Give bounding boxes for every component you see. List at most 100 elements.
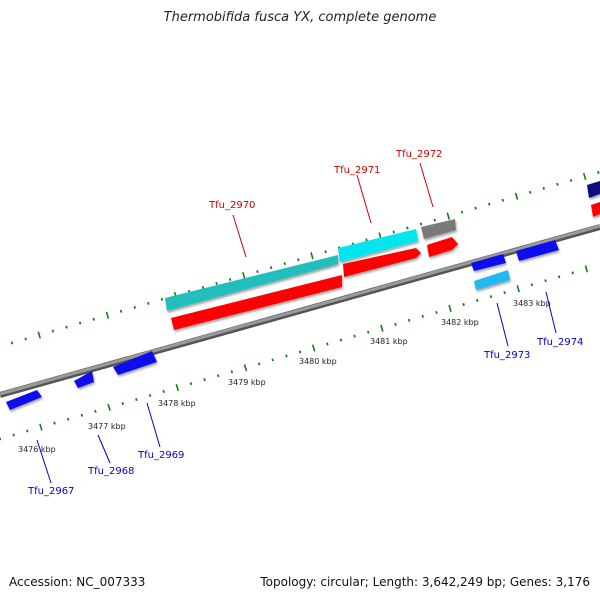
- gene-label-tfu-2971[interactable]: Tfu_2971: [333, 165, 380, 176]
- ruler-minor-tick: [460, 210, 464, 214]
- ruler-major-tick: [446, 212, 451, 220]
- ruler-minor-tick: [24, 337, 27, 341]
- gene-tfu-2969[interactable]: [113, 351, 157, 375]
- ruler-minor-tick: [53, 421, 56, 425]
- ruler-major-tick: [107, 403, 111, 411]
- genome-backbone: [0, 224, 600, 398]
- gene-tfu-2970-cds[interactable]: [171, 275, 342, 330]
- ruler-minor-tick: [530, 283, 534, 287]
- gene-tfu-2967[interactable]: [6, 390, 42, 410]
- ruler-upper: [10, 170, 600, 345]
- connector-tfu-2974: [545, 291, 557, 334]
- ruler-minor-tick: [474, 206, 477, 210]
- connector-tfu-2970: [232, 214, 247, 258]
- gene-tfu-2968[interactable]: [74, 371, 94, 388]
- ruler-minor-tick: [433, 218, 436, 222]
- connector-tfu-2968: [97, 434, 111, 464]
- gene-label-tfu-2970[interactable]: Tfu_2970: [208, 200, 255, 211]
- ruler-minor-tick: [228, 278, 232, 282]
- connector-tfu-2972: [419, 162, 434, 208]
- scale-label-3476: 3476 kbp: [18, 445, 56, 454]
- ruler-major-tick: [514, 192, 519, 200]
- ruler-minor-tick: [147, 301, 150, 305]
- ruler-major-tick: [243, 364, 248, 372]
- ruler-minor-tick: [271, 358, 274, 362]
- ruler-minor-tick: [78, 321, 82, 325]
- gene-offscreen-right-1[interactable]: [587, 181, 600, 198]
- ruler-minor-tick: [189, 382, 193, 386]
- gene-tfu-2972-cds[interactable]: [427, 237, 458, 257]
- gene-tfu-2970[interactable]: [165, 255, 338, 311]
- ruler-minor-tick: [160, 297, 164, 301]
- connector-tfu-2967: [36, 439, 52, 484]
- ruler-minor-tick: [542, 186, 545, 190]
- ruler-minor-tick: [26, 429, 29, 433]
- labels-layer: Tfu_2970 Tfu_2971 Tfu_2972 Tfu_2967 Tfu_…: [18, 149, 583, 497]
- genes-layer: [6, 181, 600, 410]
- ruler-minor-tick: [10, 341, 14, 345]
- ruler-minor-tick: [162, 390, 165, 394]
- ruler-minor-tick: [407, 318, 411, 322]
- connector-tfu-2971: [356, 174, 372, 224]
- scale-label-3482: 3482 kbp: [441, 318, 479, 327]
- ruler-minor-tick: [133, 305, 136, 309]
- ruler-minor-tick: [528, 190, 532, 194]
- ruler-minor-tick: [365, 238, 368, 242]
- ruler-minor-tick: [65, 325, 68, 329]
- scale-label-3480: 3480 kbp: [299, 357, 337, 366]
- gene-offscreen-right-2[interactable]: [591, 202, 600, 217]
- ruler-minor-tick: [435, 310, 438, 314]
- gene-label-tfu-2974[interactable]: Tfu_2974: [536, 337, 583, 348]
- ruler-major-tick: [37, 331, 41, 339]
- ruler-minor-tick: [476, 299, 479, 303]
- scale-label-3481: 3481 kbp: [370, 337, 408, 346]
- ruler-major-tick: [582, 172, 587, 181]
- ruler-minor-tick: [544, 279, 547, 283]
- ruler-major-tick: [175, 383, 180, 392]
- ruler-minor-tick: [488, 202, 491, 206]
- ruler-minor-tick: [569, 178, 573, 182]
- scale-label-3478: 3478 kbp: [158, 399, 196, 408]
- ruler-minor-tick: [283, 262, 286, 266]
- gene-tfu-2971[interactable]: [338, 229, 418, 262]
- ruler-major-tick: [516, 285, 520, 293]
- ruler-minor-tick: [324, 250, 327, 254]
- gene-tfu-2974[interactable]: [516, 240, 559, 261]
- gene-label-tfu-2967[interactable]: Tfu_2967: [27, 486, 74, 497]
- ruler-minor-tick: [597, 170, 600, 174]
- ruler-minor-tick: [51, 329, 55, 333]
- ruler-minor-tick: [297, 258, 300, 262]
- ruler-minor-tick: [148, 393, 152, 397]
- ruler-minor-tick: [257, 362, 261, 366]
- gene-label-tfu-2968[interactable]: Tfu_2968: [87, 466, 134, 477]
- ruler-minor-tick: [66, 417, 70, 421]
- gene-tfu-2973-cds[interactable]: [474, 270, 510, 290]
- gene-tfu-2971-cds[interactable]: [343, 248, 421, 277]
- ruler-minor-tick: [216, 374, 220, 378]
- gene-label-tfu-2973[interactable]: Tfu_2973: [483, 350, 530, 361]
- ruler-minor-tick: [230, 370, 234, 374]
- ruler-minor-tick: [119, 309, 123, 313]
- ruler-major-tick: [105, 311, 110, 319]
- ruler-minor-tick: [80, 413, 84, 417]
- ruler-minor-tick: [353, 334, 356, 338]
- ruler-minor-tick: [135, 397, 138, 401]
- ruler-minor-tick: [462, 303, 465, 307]
- ruler-minor-tick: [269, 266, 273, 270]
- ruler-minor-tick: [285, 354, 288, 358]
- ruler-minor-tick: [367, 330, 370, 334]
- ruler-lower: [0, 265, 589, 441]
- gene-tfu-2973[interactable]: [471, 254, 506, 271]
- ruler-major-tick: [242, 271, 246, 280]
- gene-label-tfu-2972[interactable]: Tfu_2972: [395, 149, 442, 160]
- ruler-major-tick: [310, 252, 314, 260]
- ruler-major-tick: [311, 344, 316, 352]
- ruler-minor-tick: [421, 314, 424, 318]
- gene-label-tfu-2969[interactable]: Tfu_2969: [137, 450, 184, 461]
- connector-tfu-2973: [496, 302, 509, 347]
- ruler-minor-tick: [419, 222, 423, 226]
- gene-tfu-2972[interactable]: [421, 219, 456, 239]
- ruler-minor-tick: [557, 275, 561, 279]
